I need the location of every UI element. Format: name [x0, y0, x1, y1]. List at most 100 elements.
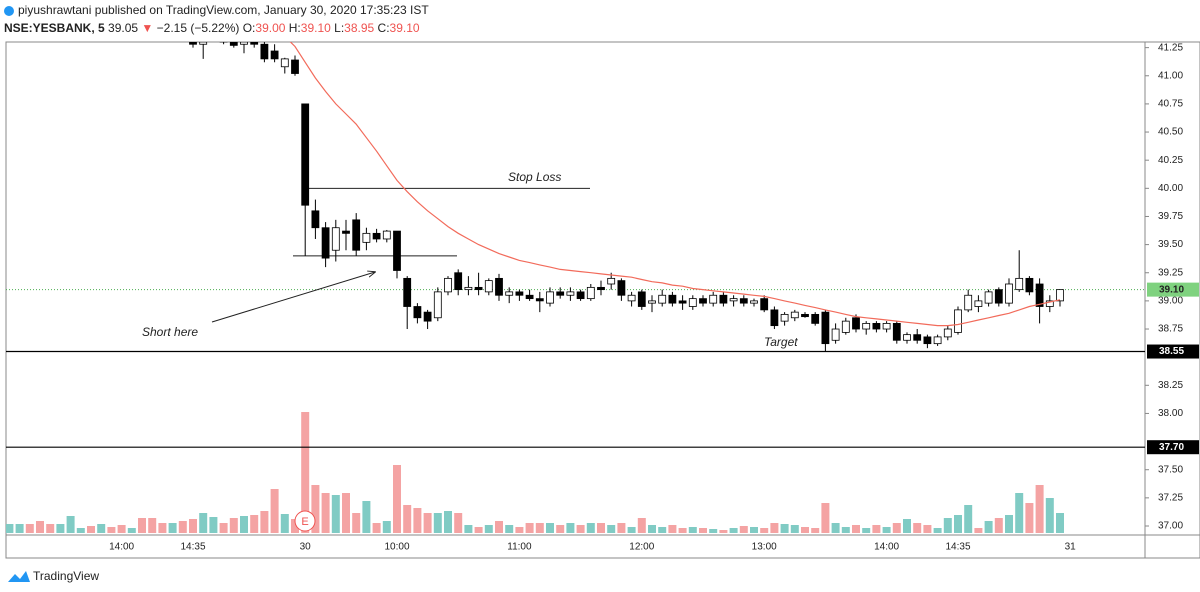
volume-bar — [250, 515, 259, 533]
volume-bar — [892, 523, 901, 533]
author-line: piyushrawtani published on TradingView.c… — [18, 3, 429, 17]
candle-body — [821, 311, 830, 345]
volume-bar — [841, 527, 850, 533]
volume-bar — [974, 528, 983, 533]
candle-body — [658, 294, 667, 304]
candle-body — [505, 291, 514, 296]
volume-bar — [586, 523, 595, 533]
candle-body — [311, 210, 320, 229]
candle-body — [464, 286, 473, 291]
candle-body — [719, 294, 728, 304]
candle-body — [454, 272, 463, 291]
candle-body — [709, 294, 718, 304]
candle-body — [444, 277, 452, 293]
author-avatar — [4, 6, 14, 16]
volume-bar — [495, 521, 503, 533]
volume-bar — [199, 513, 208, 533]
volume-bar — [760, 528, 769, 533]
volume-bar — [739, 526, 748, 533]
candle-body — [556, 291, 565, 296]
volume-bar — [556, 525, 565, 533]
y-tick-label: 38.25 — [1158, 380, 1183, 391]
volume-bar — [852, 525, 860, 533]
candle-body — [892, 322, 901, 341]
volume-bar — [219, 523, 228, 533]
volume-bar — [331, 495, 340, 533]
volume-bar — [56, 524, 65, 533]
volume-bar — [148, 518, 157, 533]
last-price-label: 39.10 — [1159, 284, 1184, 295]
candle-body — [372, 232, 381, 240]
candle-body — [617, 280, 626, 296]
volume-bar — [209, 517, 218, 533]
volume-bar — [1025, 503, 1034, 533]
candle-body — [219, 42, 228, 43]
candle-body — [260, 43, 269, 60]
candle-body — [331, 227, 340, 251]
level-layer — [6, 187, 1145, 448]
y-tick-label: 41.25 — [1158, 42, 1183, 53]
volume-bar — [301, 412, 310, 533]
volume-bar — [648, 525, 656, 533]
candle-body — [495, 277, 503, 296]
candle-body — [954, 309, 962, 333]
volume-bar — [1045, 498, 1054, 533]
candle-body — [403, 277, 412, 307]
volume-bar — [97, 524, 106, 533]
volume-bar — [770, 523, 779, 533]
candle-body — [352, 219, 361, 251]
o-value: 39.00 — [255, 21, 285, 35]
volume-bar — [566, 523, 575, 533]
symbol-line: NSE:YESBANK, 5 39.05 ▼ −2.15 (−5.22%) O:… — [4, 21, 420, 35]
candle-body — [678, 300, 687, 304]
volume-bar — [342, 493, 350, 533]
volume-bar — [25, 524, 34, 533]
volume-bar — [1005, 515, 1013, 533]
y-tick-label: 40.50 — [1158, 127, 1183, 138]
volume-bar — [637, 518, 646, 533]
volume-bar — [933, 528, 942, 533]
candle-body — [699, 298, 707, 304]
volume-bar — [15, 524, 24, 533]
candle-body — [535, 298, 544, 302]
x-tick-label: 14:35 — [180, 542, 205, 553]
annotation-arrow — [211, 272, 375, 323]
last-price-box — [1147, 282, 1199, 297]
candle-body — [1005, 283, 1013, 304]
y-tick-label: 40.00 — [1158, 183, 1183, 194]
candle-body — [790, 311, 799, 319]
o-label: O: — [243, 21, 256, 35]
volume-bar — [270, 489, 279, 533]
candle-body — [607, 277, 616, 285]
candle-body — [291, 59, 299, 74]
c-label: C: — [378, 21, 390, 35]
brand-name: TradingView — [33, 569, 99, 583]
volume-bar — [1056, 513, 1064, 533]
volume-bar — [280, 514, 289, 533]
candle-body — [301, 103, 310, 206]
candle-body — [1045, 300, 1054, 307]
x-tick-label: 13:00 — [752, 542, 777, 553]
candle-body — [668, 294, 677, 304]
candle-body — [250, 42, 259, 45]
y-tick-label: 37.00 — [1158, 521, 1183, 532]
header: piyushrawtani published on TradingView.c… — [4, 3, 429, 35]
candle-body — [852, 317, 860, 330]
volume-bar — [189, 519, 197, 533]
volume-bar — [750, 527, 758, 533]
volume-bar — [138, 518, 146, 533]
candle-body — [964, 294, 973, 311]
volume-bar — [1015, 493, 1024, 533]
brand-logo — [8, 571, 30, 582]
volume-bar — [607, 525, 616, 533]
x-tick-label: 14:35 — [945, 542, 970, 553]
x-tick-label: 30 — [300, 542, 312, 553]
candle-body — [688, 298, 697, 307]
candle-body — [648, 300, 656, 304]
candle-body — [831, 328, 840, 341]
earnings-marker[interactable] — [294, 510, 316, 532]
volume-bar — [393, 465, 401, 533]
candle-body — [199, 42, 208, 45]
candle-body — [627, 294, 636, 302]
level-box — [1147, 344, 1199, 359]
